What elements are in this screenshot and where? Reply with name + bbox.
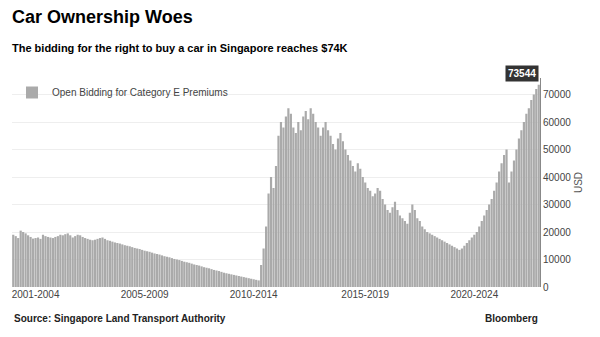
svg-text:10000: 10000 [543,254,571,265]
svg-text:50000: 50000 [543,144,571,155]
svg-text:0: 0 [543,282,549,293]
svg-text:2020-2024: 2020-2024 [450,289,498,300]
svg-text:70000: 70000 [543,89,571,100]
svg-text:2001-2004: 2001-2004 [12,289,60,300]
svg-text:2015-2019: 2015-2019 [341,289,389,300]
svg-text:Bloomberg: Bloomberg [485,313,538,324]
svg-text:2005-2009: 2005-2009 [121,289,169,300]
svg-text:40000: 40000 [543,172,571,183]
svg-text:20000: 20000 [543,227,571,238]
svg-text:Source: Singapore Land Transpo: Source: Singapore Land Transport Authori… [14,313,226,324]
svg-text:73544: 73544 [508,68,536,79]
svg-text:The bidding for the right to b: The bidding for the right to buy a car i… [12,42,348,54]
svg-text:30000: 30000 [543,199,571,210]
svg-text:Car Ownership Woes: Car Ownership Woes [12,7,193,27]
svg-text:Open Bidding for Category E Pr: Open Bidding for Category E Premiums [52,87,228,98]
svg-text:60000: 60000 [543,117,571,128]
svg-text:2010-2014: 2010-2014 [230,289,278,300]
svg-text:USD: USD [573,172,584,193]
